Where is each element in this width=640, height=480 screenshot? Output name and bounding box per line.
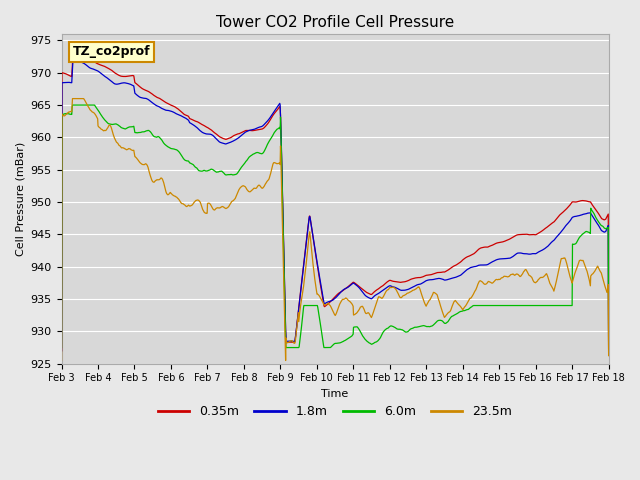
Text: TZ_co2prof: TZ_co2prof — [72, 46, 150, 59]
Legend: 0.35m, 1.8m, 6.0m, 23.5m: 0.35m, 1.8m, 6.0m, 23.5m — [153, 400, 517, 423]
Y-axis label: Cell Pressure (mBar): Cell Pressure (mBar) — [15, 142, 25, 256]
X-axis label: Time: Time — [321, 389, 349, 399]
Title: Tower CO2 Profile Cell Pressure: Tower CO2 Profile Cell Pressure — [216, 15, 454, 30]
